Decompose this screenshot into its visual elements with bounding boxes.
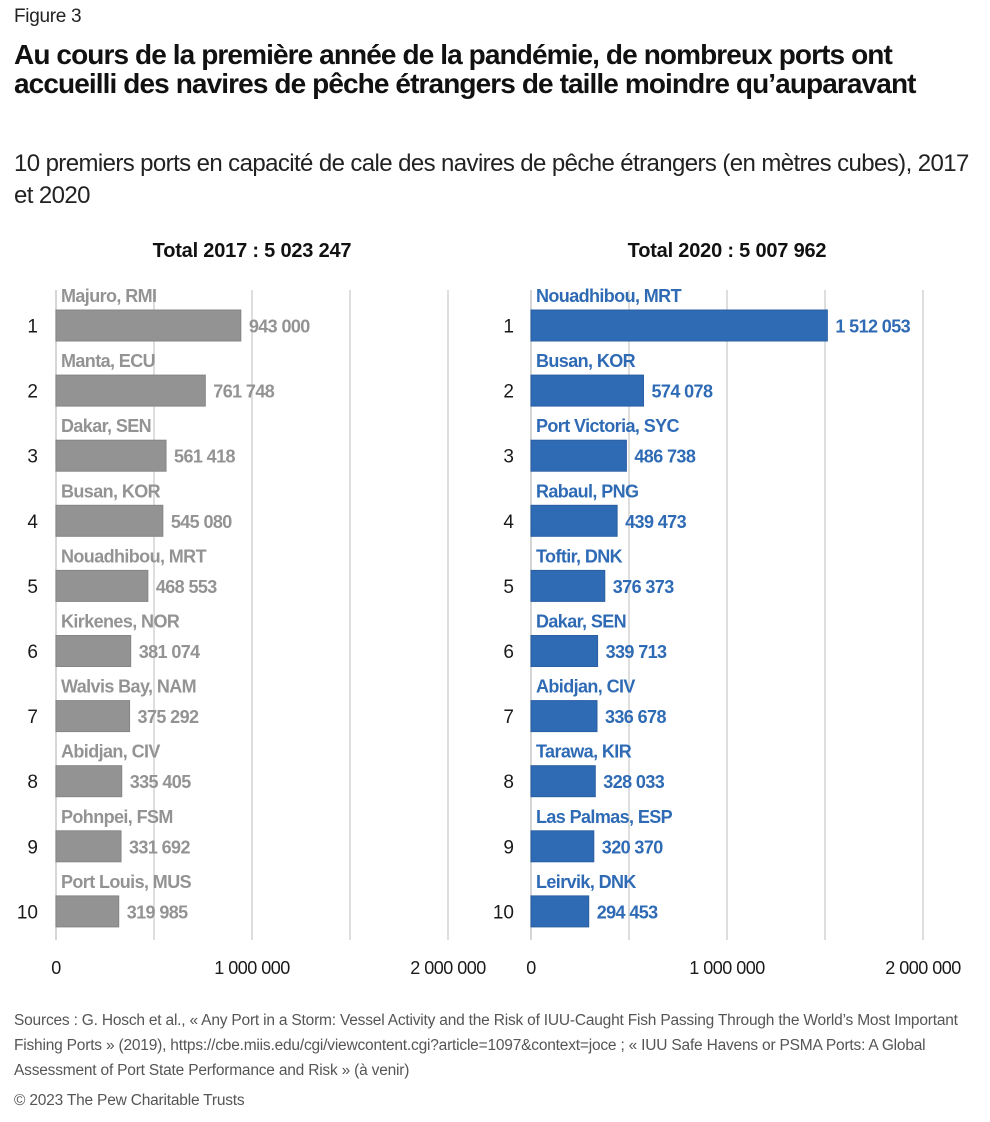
value-label: 335 405 (130, 772, 191, 792)
bar (55, 504, 164, 537)
value-label: 439 473 (625, 512, 686, 532)
bar (55, 309, 242, 342)
value-label: 1 512 053 (835, 317, 910, 337)
bar (530, 895, 590, 928)
rank-label: 3 (27, 447, 38, 468)
rank-label: 2 (503, 382, 514, 403)
value-label: 545 080 (171, 512, 232, 532)
rank-label: 10 (493, 902, 514, 923)
x-tick-label: 0 (526, 958, 536, 978)
port-label: Toftir, DNK (536, 546, 623, 566)
rank-label: 5 (503, 577, 514, 598)
value-label: 320 370 (602, 837, 663, 857)
x-tick-label: 0 (51, 958, 61, 978)
bar (55, 374, 206, 407)
panel-2020-total: Total 2020 : 5 007 962 (627, 240, 827, 262)
port-label: Nouadhibou, MRT (61, 546, 207, 566)
value-label: 319 985 (127, 902, 188, 922)
rank-label: 4 (27, 512, 38, 533)
chart-title: Au cours de la première année de la pand… (14, 39, 916, 99)
port-label: Abidjan, CIV (536, 677, 635, 697)
value-label: 468 553 (156, 577, 217, 597)
value-label: 375 292 (138, 707, 199, 727)
rank-label: 8 (503, 772, 514, 793)
value-label: 486 738 (634, 447, 695, 467)
value-label: 336 678 (605, 707, 666, 727)
bar (530, 504, 618, 537)
bar (530, 439, 627, 472)
x-tick-label: 2 000 000 (410, 958, 486, 978)
port-label: Busan, KOR (61, 481, 161, 501)
port-label: Port Louis, MUS (61, 872, 192, 892)
value-label: 339 713 (606, 642, 667, 662)
bar (55, 895, 120, 928)
sources-note: Sources : G. Hosch et al., « Any Port in… (14, 1012, 958, 1079)
bar (530, 635, 599, 667)
value-label: 761 748 (213, 382, 274, 402)
rank-label: 3 (503, 447, 514, 468)
panel-2017-total: Total 2017 : 5 023 247 (152, 240, 352, 262)
bar (530, 765, 596, 798)
port-label: Abidjan, CIV (61, 742, 160, 762)
bar (55, 439, 167, 472)
rank-label: 8 (27, 772, 38, 793)
x-tick-label: 1 000 000 (214, 958, 290, 978)
value-label: 381 074 (139, 642, 200, 662)
x-tick-label: 2 000 000 (885, 958, 961, 978)
rank-label: 7 (503, 707, 514, 728)
bar (55, 830, 122, 863)
bar (55, 569, 149, 602)
port-label: Las Palmas, ESP (536, 807, 673, 827)
port-label: Pohnpei, FSM (61, 807, 173, 827)
value-label: 943 000 (249, 317, 310, 337)
rank-label: 9 (27, 837, 38, 858)
rank-label: 1 (503, 317, 514, 338)
port-label: Busan, KOR (536, 351, 636, 371)
port-label: Dakar, SEN (61, 416, 151, 436)
port-label: Nouadhibou, MRT (536, 286, 682, 306)
rank-label: 9 (503, 837, 514, 858)
bar (530, 569, 606, 602)
port-label: Tarawa, KIR (536, 742, 632, 762)
rank-label: 6 (503, 642, 514, 663)
rank-label: 7 (27, 707, 38, 728)
port-label: Dakar, SEN (536, 612, 626, 632)
bar (530, 830, 595, 863)
value-label: 376 373 (613, 577, 674, 597)
panel-2020: 0 1 000 000 2 000 000 Nouadhibou, MRT 1 1 512… (493, 286, 962, 978)
port-label: Leirvik, DNK (536, 872, 636, 892)
port-label: Manta, ECU (61, 351, 155, 371)
port-label: Port Victoria, SYC (536, 416, 680, 436)
value-label: 574 078 (652, 382, 713, 402)
bar (55, 635, 132, 667)
chart-subtitle: 10 premiers ports en capacité de cale de… (14, 150, 969, 209)
x-tick-label: 1 000 000 (689, 958, 765, 978)
bar (530, 700, 598, 733)
bar (55, 765, 123, 798)
panel-2017: 0 1 000 000 2 000 000 Majuro, RMI 1 943 000 Ma… (17, 286, 487, 978)
value-label: 331 692 (129, 837, 190, 857)
port-label: Rabaul, PNG (536, 481, 638, 501)
port-label: Kirkenes, NOR (61, 612, 180, 632)
bar (530, 309, 828, 342)
copyright-note: © 2023 The Pew Charitable Trusts (14, 1092, 245, 1109)
port-label: Majuro, RMI (61, 286, 156, 306)
rank-label: 2 (27, 382, 38, 403)
figure-label: Figure 3 (14, 6, 82, 27)
rank-label: 5 (27, 577, 38, 598)
value-label: 561 418 (174, 447, 235, 467)
rank-label: 10 (17, 902, 38, 923)
value-label: 328 033 (603, 772, 664, 792)
port-label: Walvis Bay, NAM (61, 677, 196, 697)
value-label: 294 453 (597, 902, 658, 922)
bar-charts: 0 1 000 000 2 000 000 Majuro, RMI 1 943 000 Ma… (17, 286, 962, 978)
rank-label: 6 (27, 642, 38, 663)
bar (55, 700, 131, 733)
rank-label: 1 (27, 317, 38, 338)
rank-label: 4 (503, 512, 514, 533)
bar (530, 374, 645, 407)
